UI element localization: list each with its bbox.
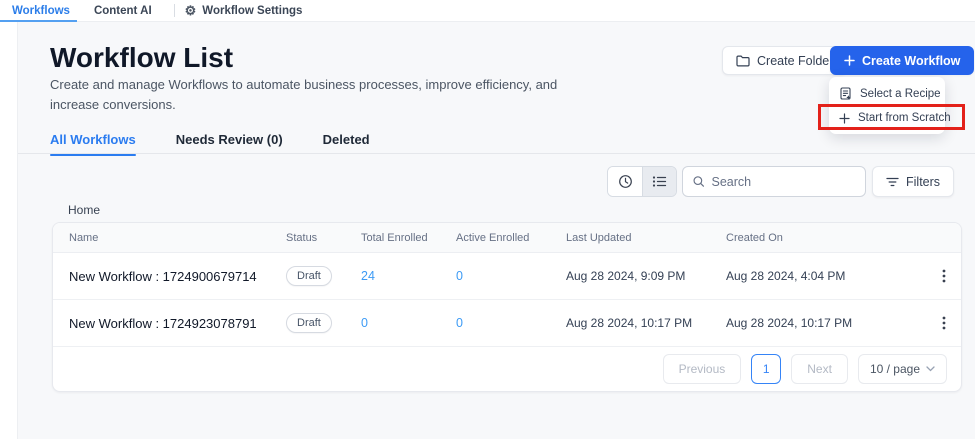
clock-icon [618, 175, 632, 188]
column-header-status: Status [286, 231, 318, 244]
menu-item-select-recipe[interactable]: Select a Recipe [829, 81, 945, 106]
search-icon [693, 176, 705, 187]
column-header-created-on: Created On [726, 231, 783, 244]
filter-icon [886, 177, 899, 186]
create-folder-button[interactable]: Create Folder [722, 46, 848, 75]
tab-needs-review[interactable]: Needs Review (0) [176, 132, 283, 155]
column-header-last-updated: Last Updated [566, 231, 632, 244]
page-size-select[interactable]: 10 / page [857, 354, 947, 384]
filters-label: Filters [906, 174, 941, 189]
create-folder-label: Create Folder [757, 53, 834, 68]
plus-icon [844, 55, 855, 66]
gear-icon: ⚙ [184, 3, 197, 18]
nav-tab-content-ai-label: Content AI [93, 4, 152, 17]
row-actions-menu-button[interactable] [938, 265, 950, 287]
workflow-table: Name Status Total Enrolled Active Enroll… [52, 222, 962, 392]
nav-tab-content-ai[interactable]: Content AI [82, 0, 164, 21]
column-header-total-enrolled: Total Enrolled [361, 231, 428, 244]
next-page-button[interactable]: Next [791, 354, 848, 384]
folder-icon [736, 55, 750, 66]
nav-tab-workflows[interactable]: Workflows [0, 0, 82, 22]
view-toggle [607, 166, 677, 197]
plus-icon [839, 112, 850, 124]
page-subtitle: Create and manage Workflows to automate … [50, 77, 558, 112]
last-updated-value: Aug 28 2024, 9:09 PM [566, 269, 686, 283]
kebab-icon [942, 269, 946, 283]
search-input[interactable] [711, 174, 855, 189]
list-view-button[interactable] [642, 167, 676, 196]
previous-page-button[interactable]: Previous [662, 354, 742, 384]
pagination: Previous 1 Next 10 / page [53, 347, 961, 391]
history-view-button[interactable] [608, 167, 642, 196]
workflow-name[interactable]: New Workflow : 1724923078791 [69, 315, 257, 331]
nav-tab-workflows-label: Workflows [12, 4, 70, 17]
created-on-value: Aug 28 2024, 4:04 PM [726, 269, 846, 283]
page-size-label: 10 / page [869, 362, 920, 376]
status-badge: Draft [286, 266, 332, 286]
list-icon [652, 176, 667, 187]
status-badge: Draft [286, 313, 332, 333]
list-tabs: All Workflows Needs Review (0) Deleted [50, 132, 370, 156]
nav-active-underline [0, 20, 77, 22]
breadcrumb[interactable]: Home [68, 203, 101, 217]
page-number-button[interactable]: 1 [751, 354, 782, 384]
filters-button[interactable]: Filters [872, 166, 955, 197]
nav-divider [173, 4, 175, 17]
search-box [682, 166, 866, 197]
table-row[interactable]: New Workflow : 1724923078791 Draft 0 0 A… [53, 300, 961, 347]
create-workflow-menu: Select a Recipe Start from Scratch [829, 77, 951, 134]
column-header-name: Name [69, 231, 99, 244]
nav-workflow-settings[interactable]: ⚙ Workflow Settings [185, 4, 303, 17]
chevron-down-icon [926, 366, 935, 372]
tab-deleted[interactable]: Deleted [323, 132, 370, 155]
workflow-name[interactable]: New Workflow : 1724900679714 [69, 268, 257, 284]
create-workflow-label: Create Workflow [862, 53, 961, 68]
column-header-active-enrolled: Active Enrolled [456, 231, 530, 244]
active-enrolled-link[interactable]: 0 [456, 269, 463, 283]
tab-all-workflows[interactable]: All Workflows [50, 132, 136, 156]
row-actions-menu-button[interactable] [938, 312, 950, 334]
tab-all-workflows-label: All Workflows [50, 132, 136, 147]
last-updated-value: Aug 28 2024, 10:17 PM [566, 316, 693, 330]
menu-item-start-from-scratch-label: Start from Scratch [858, 112, 951, 124]
total-enrolled-link[interactable]: 0 [361, 316, 368, 330]
create-workflow-button[interactable]: Create Workflow [830, 46, 975, 75]
created-on-value: Aug 28 2024, 10:17 PM [726, 316, 853, 330]
table-row[interactable]: New Workflow : 1724900679714 Draft 24 0 … [53, 253, 961, 300]
nav-workflow-settings-label: Workflow Settings [202, 4, 303, 17]
page-title: Workflow List [50, 42, 234, 73]
tab-needs-review-label: Needs Review (0) [175, 132, 283, 147]
tabs-divider [18, 153, 975, 154]
kebab-icon [942, 316, 946, 330]
recipe-icon [840, 87, 851, 100]
menu-item-start-from-scratch[interactable]: Start from Scratch [829, 106, 951, 130]
collapsed-sidebar-strip [0, 22, 18, 439]
total-enrolled-link[interactable]: 24 [361, 269, 375, 283]
active-enrolled-link[interactable]: 0 [456, 316, 463, 330]
table-header-row: Name Status Total Enrolled Active Enroll… [53, 223, 961, 253]
tab-deleted-label: Deleted [322, 132, 370, 147]
menu-item-select-recipe-label: Select a Recipe [860, 87, 941, 100]
top-nav: Workflows Content AI ⚙ Workflow Settings [0, 0, 975, 22]
